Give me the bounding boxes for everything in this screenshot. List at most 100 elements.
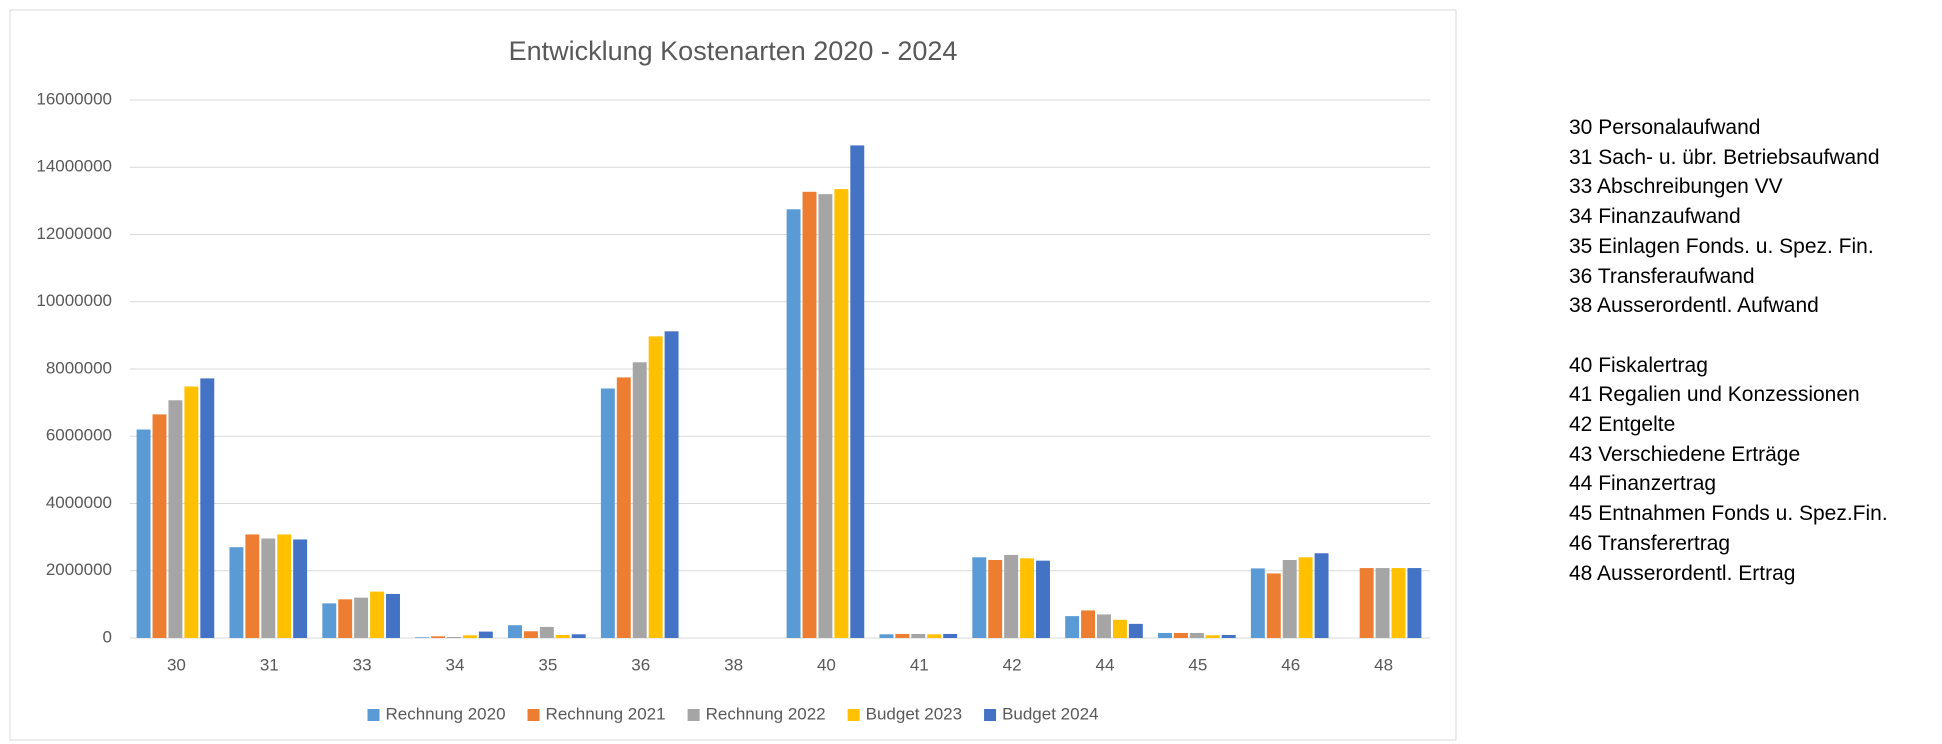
bar [850, 145, 865, 639]
note-line: 31 Sach- u. übr. Betriebsaufwand [1569, 145, 1880, 169]
bar [431, 636, 446, 638]
bar [943, 633, 958, 638]
bar [895, 633, 910, 638]
bar [1128, 623, 1143, 638]
bar [1036, 560, 1050, 638]
bar [293, 539, 308, 638]
y-tick-label: 4000000 [46, 493, 112, 512]
bar [168, 400, 183, 638]
note-line: 45 Entnahmen Fonds u. Spez.Fin. [1569, 502, 1888, 526]
x-tick-label: 46 [1281, 655, 1300, 674]
bar [1375, 568, 1390, 638]
legend-swatch [687, 709, 700, 721]
x-tick-label: 35 [538, 655, 557, 674]
bar [1065, 616, 1080, 638]
y-tick-label: 12000000 [36, 224, 112, 243]
legend-swatch [984, 709, 997, 721]
bar [1314, 553, 1329, 638]
x-tick-label: 44 [1096, 655, 1115, 674]
bar [354, 597, 369, 638]
bar [277, 534, 292, 638]
bar [1097, 614, 1111, 638]
note-line: 42 Entgelte [1569, 413, 1676, 437]
note-line: 30 Personalaufwand [1569, 116, 1761, 139]
bar [539, 626, 554, 638]
bar [911, 633, 926, 638]
bar [834, 189, 849, 638]
legend-label: Rechnung 2022 [706, 704, 826, 723]
bar [648, 336, 663, 638]
bar [1189, 632, 1204, 638]
bar [1004, 554, 1019, 638]
note-line: 36 Transferaufwand [1569, 264, 1755, 288]
note-line: 33 Abschreibungen VV [1569, 175, 1783, 199]
bar [972, 557, 987, 638]
bar [245, 534, 260, 638]
bar [927, 634, 942, 638]
y-tick-label: 8000000 [46, 358, 112, 377]
x-tick-label: 36 [631, 655, 650, 674]
note-line: 35 Einlagen Fonds. u. Spez. Fin. [1569, 234, 1874, 258]
legend-label: Rechnung 2020 [386, 704, 506, 723]
x-tick-label: 40 [817, 655, 836, 674]
x-tick-label: 38 [724, 655, 743, 674]
note-line: 44 Finanzertrag [1569, 472, 1717, 496]
x-tick-label: 34 [446, 655, 465, 674]
bar [136, 429, 151, 638]
y-tick-label: 6000000 [46, 426, 112, 445]
bar [600, 388, 615, 638]
x-tick-label: 45 [1188, 655, 1207, 674]
note-line: 48 Ausserordentl. Ertrag [1569, 561, 1796, 585]
bar [879, 634, 894, 638]
bar [261, 538, 276, 638]
bar [1173, 632, 1188, 638]
legend-label: Budget 2024 [1002, 704, 1098, 723]
bar [1250, 568, 1265, 638]
bar [1266, 573, 1281, 638]
bar [555, 634, 570, 638]
x-tick-label: 31 [260, 655, 279, 674]
bar [1205, 635, 1220, 638]
bar [1221, 634, 1236, 638]
bar [571, 634, 586, 638]
bar [447, 636, 461, 638]
bar [229, 547, 244, 638]
bar [508, 625, 522, 638]
bar [1020, 558, 1035, 638]
bar [523, 631, 538, 638]
x-tick-label: 48 [1374, 655, 1393, 674]
bar [370, 591, 385, 638]
bar [338, 599, 353, 638]
bar [1407, 568, 1422, 638]
x-tick-label: 33 [353, 655, 372, 674]
y-tick-label: 14000000 [36, 157, 112, 176]
x-tick-label: 42 [1003, 655, 1022, 674]
bar [322, 603, 337, 638]
note-line: 40 Fiskalertrag [1569, 353, 1708, 377]
note-line: 46 Transferertrag [1569, 531, 1731, 555]
legend-label: Budget 2023 [866, 704, 962, 723]
bar [415, 637, 430, 638]
legend-swatch [367, 709, 380, 721]
y-tick-label: 2000000 [46, 560, 112, 579]
legend-label: Rechnung 2021 [546, 704, 666, 723]
y-tick-label: 0 [103, 627, 112, 646]
bar [616, 377, 631, 638]
note-line: 43 Verschiedene Erträge [1569, 442, 1801, 466]
bar [1282, 559, 1297, 638]
note-line: 38 Ausserordentl. Aufwand [1569, 294, 1819, 318]
bar [1359, 568, 1374, 638]
x-tick-label: 30 [167, 655, 186, 674]
bar [818, 194, 833, 638]
bar [1158, 632, 1172, 638]
x-tick-label: 41 [910, 655, 929, 674]
chart-title: Entwicklung Kostenarten 2020 - 2024 [509, 36, 958, 66]
bar [632, 362, 647, 638]
y-tick-label: 16000000 [36, 89, 112, 108]
bar [386, 593, 400, 638]
bar [802, 191, 817, 638]
y-tick-label: 10000000 [36, 291, 112, 310]
bar [200, 378, 215, 638]
bar [462, 635, 477, 638]
